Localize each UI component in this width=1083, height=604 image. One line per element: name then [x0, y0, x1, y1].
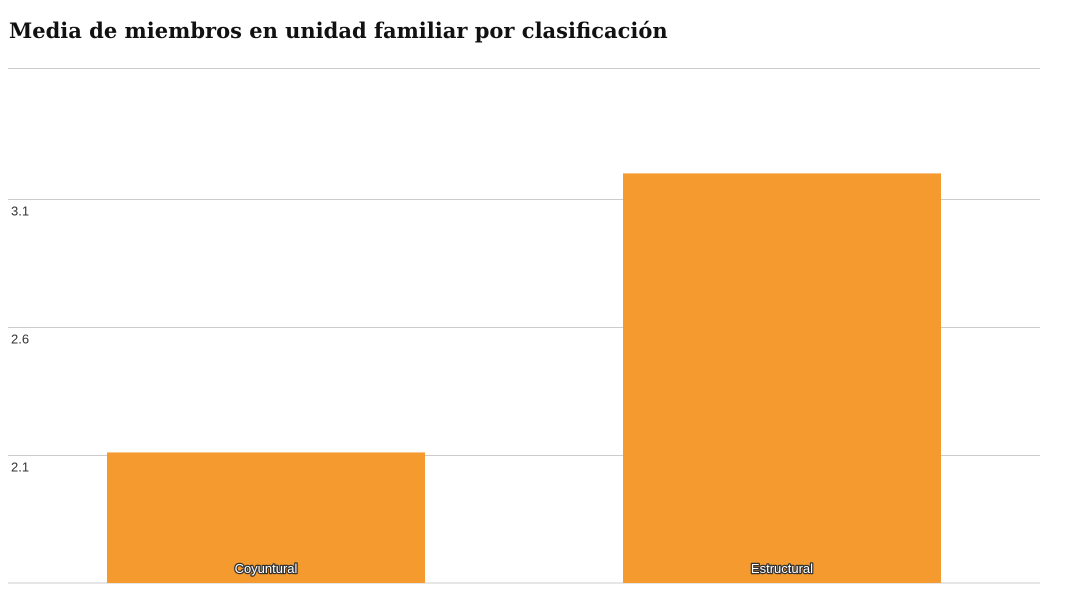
x-category-label: Estructural: [751, 561, 813, 576]
x-axis-labels: Coyuntural Estructural: [233, 560, 814, 578]
chart-title: Media de miembros en unidad familiar por…: [9, 18, 668, 43]
y-tick-label: 2.6: [11, 332, 29, 347]
x-category-label: Coyuntural: [235, 561, 298, 576]
title-divider: [8, 68, 1040, 69]
y-axis-ticks: 2.1 2.6 3.1: [11, 204, 29, 475]
y-tick-label: 2.1: [11, 460, 29, 475]
y-tick-label: 3.1: [11, 204, 29, 219]
bars: [107, 173, 941, 583]
bar-coyuntural: [107, 452, 425, 583]
bar-estructural: [623, 173, 941, 583]
